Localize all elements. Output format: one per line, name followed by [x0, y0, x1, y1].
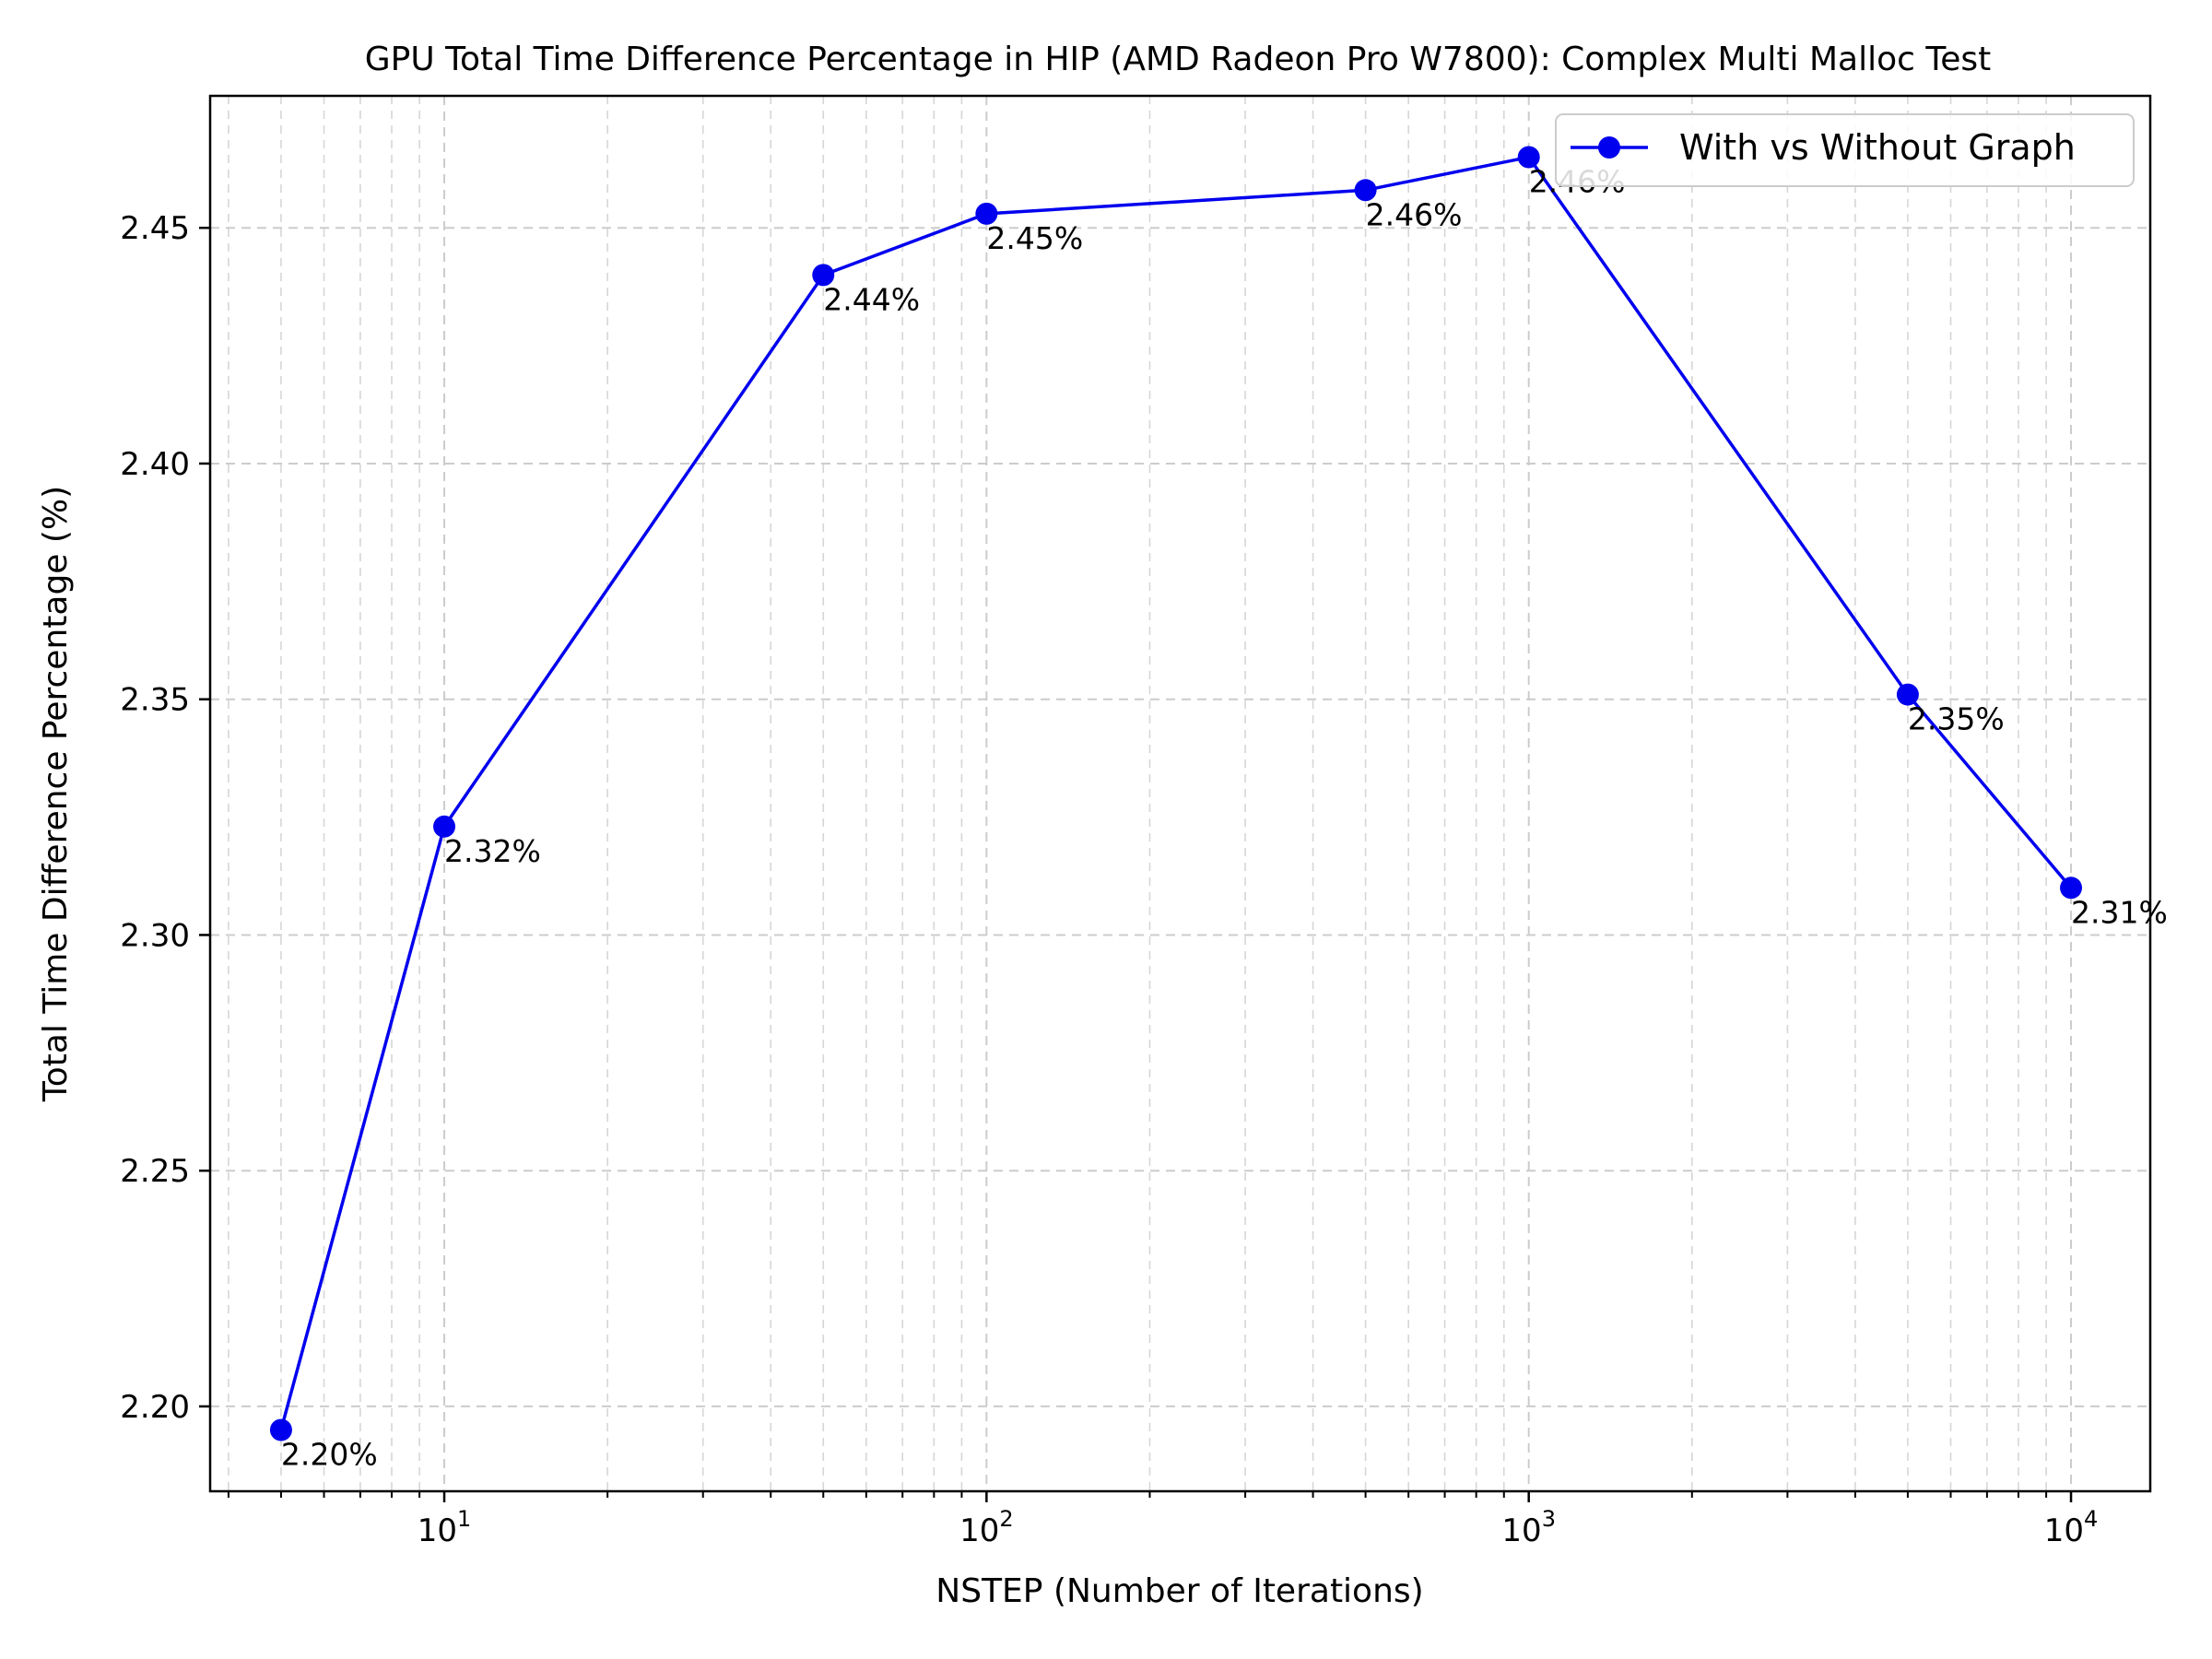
data-point-marker — [812, 264, 835, 287]
series-line-layer — [279, 155, 2073, 1430]
legend: With vs Without Graph — [1555, 113, 2135, 187]
data-point-label: 2.45% — [986, 220, 1083, 256]
data-point-marker — [2060, 877, 2083, 900]
data-label-layer: 2.20%2.32%2.44%2.45%2.46%2.46%2.35%2.31% — [281, 163, 2168, 1472]
y-tick-label: 2.35 — [120, 682, 190, 719]
plot-frame — [208, 94, 2152, 1493]
y-tick-label: 2.45 — [120, 210, 190, 247]
data-point-label: 2.35% — [1908, 701, 2005, 737]
series-line — [279, 155, 2073, 1430]
y-tick-label: 2.25 — [120, 1153, 190, 1190]
x-tick-label: 103 — [1501, 1506, 1556, 1549]
x-tick-label: 102 — [959, 1506, 1014, 1549]
legend-box — [1555, 113, 2135, 187]
y-tick-label: 2.20 — [120, 1389, 190, 1426]
data-point-label: 2.46% — [1366, 196, 1463, 232]
y-tick-label: 2.40 — [120, 446, 190, 483]
data-point-label: 2.32% — [444, 833, 541, 869]
data-point-marker — [1517, 146, 1540, 169]
x-tick-label: 101 — [418, 1506, 472, 1549]
grid — [210, 96, 2150, 1491]
data-point-marker — [1354, 179, 1377, 202]
series-marker-layer — [269, 146, 2083, 1441]
axis-ticks: 101 102 103 104 2.20 2.25 2.30 2.35 2.40 2.45 — [120, 210, 2098, 1549]
data-point-label: 2.31% — [2071, 894, 2168, 930]
data-point-marker — [1896, 683, 1919, 706]
chart-title: GPU Total Time Difference Percentage in … — [365, 41, 1991, 78]
y-tick-label: 2.30 — [120, 917, 190, 954]
data-point-marker — [269, 1418, 292, 1441]
legend-entry-label: With vs Without Graph — [1679, 127, 2076, 168]
x-axis-label: NSTEP (Number of Iterations) — [935, 1572, 1423, 1610]
data-point-marker — [433, 815, 456, 838]
data-point-label: 2.20% — [281, 1437, 378, 1473]
data-point-label: 2.44% — [823, 281, 920, 317]
legend-marker-sample — [1598, 136, 1620, 159]
data-point-marker — [975, 202, 998, 225]
x-tick-label: 104 — [2044, 1506, 2099, 1549]
y-axis-label: Total Time Difference Percentage (%) — [37, 486, 75, 1102]
